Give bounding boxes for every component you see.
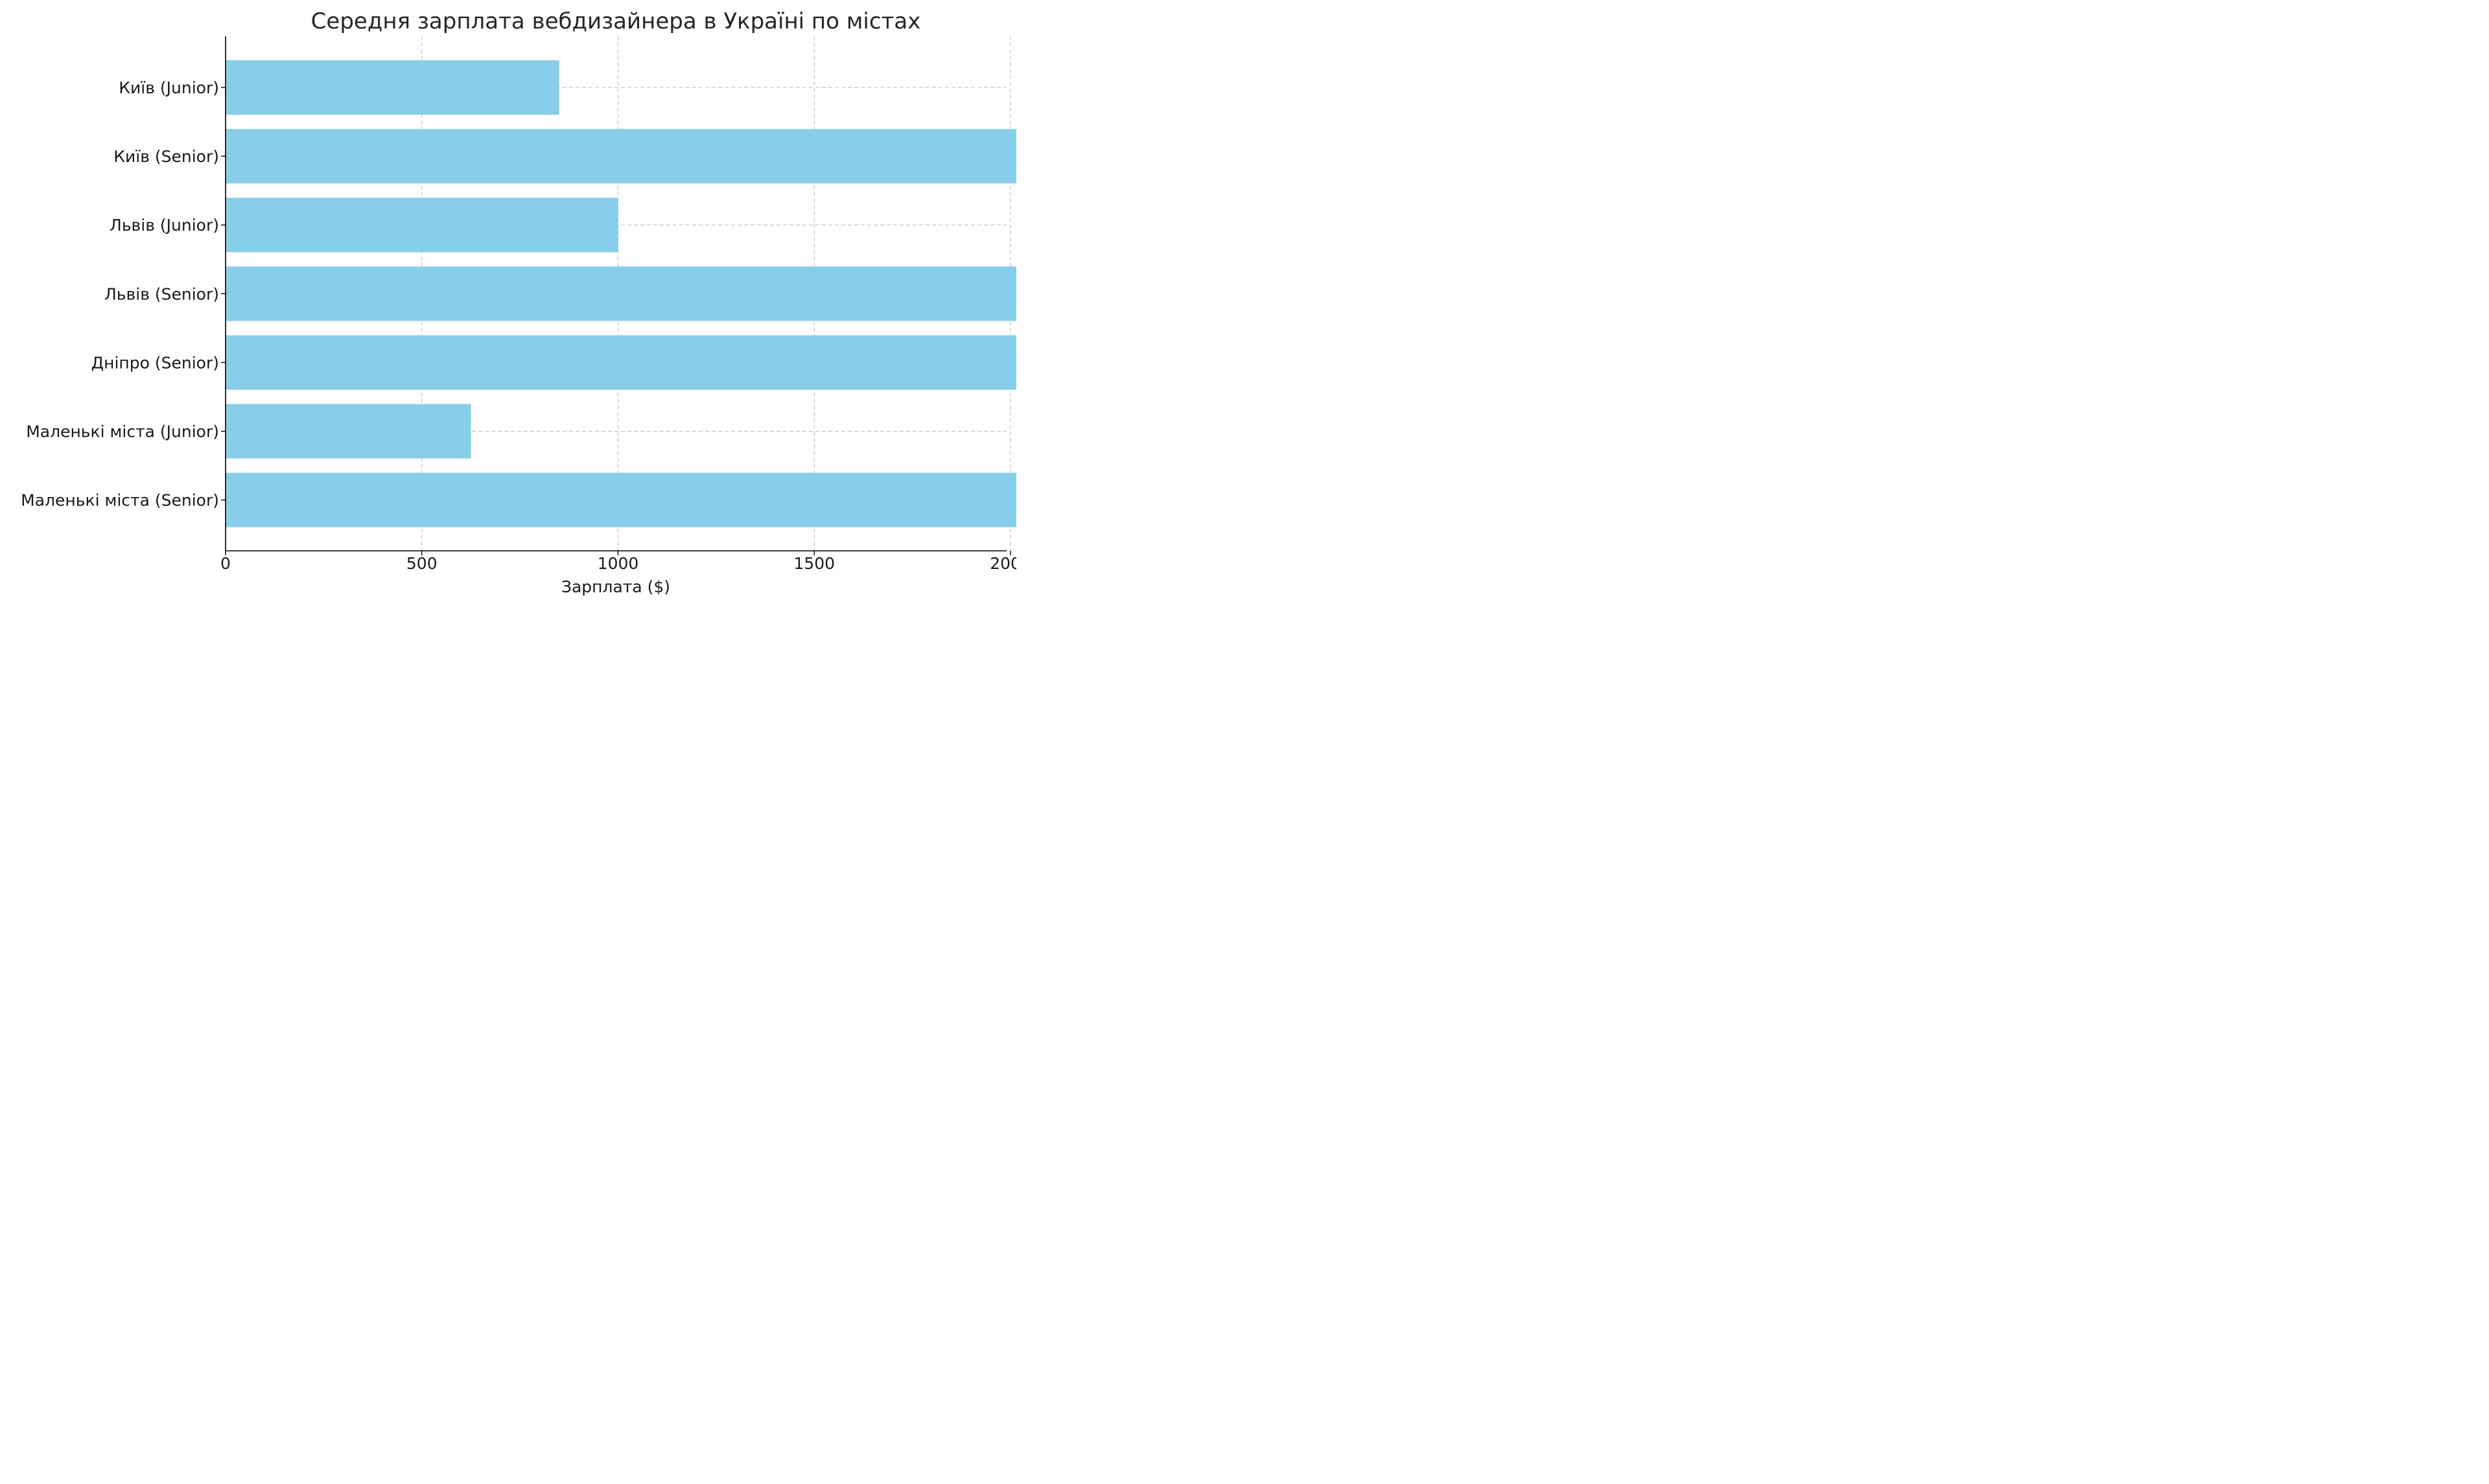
x-tick-label: 500 (406, 554, 438, 573)
bar (226, 404, 471, 459)
x-tick-label: 1000 (598, 554, 639, 573)
category-label: Маленькі міста (Junior) (26, 423, 219, 441)
category-label: Дніпро (Senior) (91, 353, 219, 372)
category-label: Київ (Junior) (119, 78, 219, 97)
bars-layer (226, 60, 1717, 528)
bar-chart: Середня зарплата вебдизайнера в Україні … (21, 8, 1717, 596)
category-labels: Київ (Junior) Київ (Senior) Львів (Junior)… (21, 78, 219, 510)
category-label: Маленькі міста (Senior) (21, 491, 219, 510)
category-label: Львів (Senior) (104, 284, 219, 303)
chart-container: Середня зарплата вебдизайнера в Україні … (0, 0, 1717, 606)
x-tick-label: 1500 (793, 554, 835, 573)
bar (226, 129, 1325, 184)
bar (226, 335, 1717, 390)
bar (226, 472, 1055, 528)
x-tick-label: 0 (220, 554, 231, 573)
bar (226, 60, 559, 115)
bar (226, 198, 618, 253)
x-tick-label: 2000 (990, 554, 1016, 573)
category-label: Львів (Junior) (110, 216, 219, 235)
x-axis-label: Зарплата ($) (561, 577, 670, 596)
category-label: Київ (Senior) (113, 147, 219, 166)
bar (226, 266, 1276, 321)
chart-title: Середня зарплата вебдизайнера в Україні … (311, 8, 921, 34)
